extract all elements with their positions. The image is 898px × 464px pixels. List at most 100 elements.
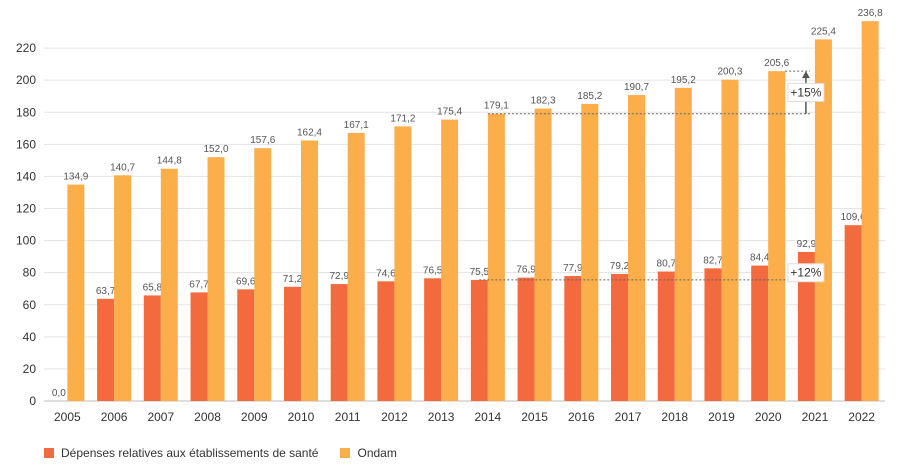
y-tick-label: 20: [23, 362, 37, 376]
value-label-etablissements-2009: 69,6: [236, 276, 256, 287]
value-label-etablissements-2019: 82,7: [703, 255, 723, 266]
value-label-ondam-2022: 236,8: [858, 8, 883, 19]
x-tick-label-2008: 2008: [194, 410, 221, 424]
value-label-etablissements-2017: 79,2: [610, 261, 630, 272]
value-label-etablissements-2007: 65,8: [143, 282, 163, 293]
annotations: +15% +12%: [479, 70, 825, 283]
value-label-ondam-2019: 200,3: [717, 67, 742, 78]
bar-etablissements-2008: [190, 292, 208, 401]
bar-etablissements-2011: [330, 284, 348, 401]
bar-ondam-2019: [721, 79, 739, 401]
bar-ondam-2022: [861, 21, 879, 402]
value-label-ondam-2010: 162,4: [297, 127, 322, 138]
bar-ondam-2005: [67, 184, 85, 401]
x-tick-label-2021: 2021: [802, 410, 829, 424]
bar-ondam-2015: [534, 108, 552, 401]
value-label-etablissements-2010: 71,2: [283, 274, 303, 285]
value-label-ondam-2021: 225,4: [811, 26, 836, 37]
bar-ondam-2016: [581, 103, 599, 402]
bar-ondam-2012: [394, 126, 412, 401]
legend-item-ondam: Ondam: [340, 446, 397, 460]
x-tick-label-2009: 2009: [241, 410, 268, 424]
bar-ondam-2020: [768, 71, 786, 401]
legend-item-etablissements: Dépenses relatives aux établissements de…: [44, 446, 318, 460]
bar-etablissements-2014: [470, 279, 488, 401]
value-label-ondam-2005: 134,9: [63, 172, 88, 183]
y-tick-label: 0: [29, 394, 36, 408]
value-label-ondam-2008: 152,0: [204, 144, 229, 155]
x-tick-label-2011: 2011: [335, 410, 361, 424]
legend: Dépenses relatives aux établissements de…: [44, 446, 397, 460]
y-tick-label: 160: [16, 137, 36, 151]
x-tick-label-2012: 2012: [381, 410, 408, 424]
legend-swatch-etablissements: [44, 448, 54, 458]
y-tick-label: 80: [23, 266, 37, 280]
x-tick-label-2010: 2010: [288, 410, 315, 424]
x-tick-label-2014: 2014: [475, 410, 502, 424]
x-tick-label-2013: 2013: [428, 410, 455, 424]
value-label-etablissements-2008: 67,7: [189, 279, 209, 290]
value-label-etablissements-2014: 75,5: [470, 267, 490, 278]
y-tick-label: 100: [16, 234, 36, 248]
bar-ondam-2018: [674, 87, 692, 401]
annotation-text-1: +12%: [790, 266, 821, 280]
bar-ondam-2011: [347, 132, 365, 401]
value-label-etablissements-2020: 84,4: [750, 253, 770, 264]
annotation-box-0: [787, 82, 825, 102]
bar-ondam-2008: [207, 157, 225, 401]
value-label-ondam-2013: 175,4: [437, 107, 462, 118]
annotation-box-1: [787, 263, 825, 283]
bar-etablissements-2010: [283, 286, 301, 401]
x-tick-label-2017: 2017: [615, 410, 642, 424]
x-tick-label-2019: 2019: [708, 410, 735, 424]
bar-etablissements-2015: [517, 277, 535, 401]
value-label-ondam-2020: 205,6: [764, 58, 789, 69]
legend-label-ondam: Ondam: [357, 446, 397, 460]
value-label-etablissements-2013: 76,5: [423, 265, 443, 276]
value-label-ondam-2016: 185,2: [577, 91, 602, 102]
bar-etablissements-2018: [657, 271, 675, 401]
y-tick-label: 200: [16, 73, 36, 87]
x-tick-label-2018: 2018: [661, 410, 688, 424]
bar-etablissements-2012: [377, 281, 395, 401]
legend-label-etablissements: Dépenses relatives aux établissements de…: [61, 446, 319, 460]
y-tick-label: 220: [16, 41, 36, 55]
x-tick-label-2005: 2005: [54, 410, 81, 424]
gridlines: [44, 47, 885, 402]
bar-etablissements-2007: [143, 295, 161, 401]
y-tick-label: 140: [16, 169, 36, 183]
value-label-ondam-2018: 195,2: [671, 75, 696, 86]
legend-swatch-ondam: [340, 448, 351, 458]
value-label-ondam-2011: 167,1: [344, 120, 369, 131]
value-label-ondam-2012: 171,2: [390, 113, 415, 124]
value-label-etablissements-2022: 109,6: [841, 212, 866, 223]
annotation-text-0: +15%: [790, 85, 821, 99]
bar-chart: 0 20 40 60 80 100 120 140 160 180 200 220 0,0 134,9 6…: [16, 8, 885, 424]
value-label-ondam-2006: 140,7: [110, 162, 135, 173]
y-axis: 0 20 40 60 80 100 120 140 160 180 200 220: [16, 41, 36, 408]
value-label-ondam-2017: 190,7: [624, 82, 649, 93]
value-label-etablissements-2018: 80,7: [657, 259, 677, 270]
bar-ondam-2014: [487, 113, 505, 401]
value-label-etablissements-2016: 77,9: [563, 263, 583, 274]
bar-etablissements-2006: [97, 298, 115, 401]
value-label-etablissements-2012: 74,6: [376, 268, 396, 279]
bar-etablissements-2020: [751, 265, 769, 401]
y-tick-label: 180: [16, 105, 36, 119]
bar-ondam-2006: [114, 175, 132, 401]
bar-ondam-2017: [628, 95, 646, 401]
value-label-ondam-2007: 144,8: [157, 156, 182, 167]
bar-ondam-2021: [814, 39, 832, 401]
bar-etablissements-2009: [237, 289, 255, 401]
x-tick-label-2006: 2006: [101, 410, 128, 424]
bar-etablissements-2019: [704, 268, 722, 401]
value-label-etablissements-2005: 0,0: [52, 388, 66, 399]
value-label-ondam-2014: 179,1: [484, 101, 509, 112]
y-tick-label: 40: [23, 330, 37, 344]
x-tick-label-2007: 2007: [147, 410, 174, 424]
annotation-arrow-head-0: [801, 71, 810, 79]
bar-etablissements-2022: [844, 225, 862, 401]
y-tick-label: 120: [16, 202, 36, 216]
bar-etablissements-2021: [797, 251, 815, 401]
bar-etablissements-2016: [564, 276, 582, 401]
